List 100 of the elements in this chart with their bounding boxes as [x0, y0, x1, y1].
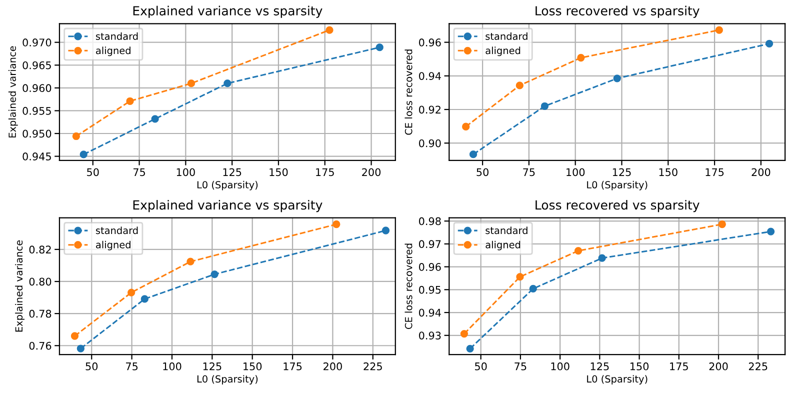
x-tick-label: 225 — [748, 362, 768, 370]
legend-label: aligned — [486, 240, 520, 250]
chart-title: Loss recovered vs sparsity — [536, 6, 700, 18]
x-tick-label: 75 — [134, 168, 145, 176]
legend-label: aligned — [486, 46, 520, 56]
y-tick-label: 0.76 — [29, 342, 52, 350]
x-tick-label: 150 — [270, 168, 288, 176]
x-tick-label: 150 — [630, 362, 649, 370]
y-tick-label: 0.94 — [419, 72, 441, 80]
point — [376, 44, 384, 52]
point — [529, 284, 537, 293]
legend-label: standard — [486, 226, 528, 234]
point — [224, 80, 232, 88]
point — [462, 122, 470, 130]
point — [574, 246, 582, 255]
point — [382, 226, 390, 234]
y-tick-label: 0.96 — [419, 263, 441, 271]
point — [598, 254, 606, 262]
x-axis-title: L0 (Sparsity) — [197, 180, 258, 190]
x-axis-title: L0 (Sparsity) — [587, 375, 648, 385]
y-tick-label: 0.970 — [22, 38, 52, 46]
legend-label: aligned — [96, 46, 130, 56]
x-tick-label: 75 — [514, 362, 526, 370]
point — [332, 220, 340, 228]
y-tick-label: 0.97 — [419, 240, 441, 248]
point — [186, 258, 194, 266]
x-tick-label: 150 — [244, 362, 262, 370]
point — [70, 332, 79, 340]
y-tick-label: 0.78 — [29, 310, 52, 318]
x-tick-label: 100 — [176, 168, 195, 176]
x-axis-title: L0 (Sparsity) — [587, 180, 648, 190]
y-tick-label: 0.94 — [419, 308, 441, 317]
point — [766, 228, 775, 236]
y-axis-title: CE loss recovered — [404, 50, 412, 135]
point — [540, 102, 549, 110]
x-tick-label: 50 — [87, 168, 99, 176]
y-tick-label: 0.82 — [29, 246, 51, 254]
x-tick-label: 100 — [551, 362, 570, 370]
x-tick-label: 50 — [86, 362, 98, 370]
y-axis-title: Explained variance — [15, 240, 24, 332]
point — [210, 270, 218, 278]
x-tick-label: 100 — [163, 362, 182, 370]
y-axis-title: Explained variance — [8, 46, 18, 138]
x-tick-label: 175 — [706, 168, 724, 176]
y-tick-label: 0.965 — [22, 61, 51, 70]
point — [80, 150, 88, 158]
x-tick-label: 200 — [752, 168, 770, 176]
chart-title: Explained variance vs sparsity — [133, 200, 322, 212]
legend-label: standard — [486, 32, 528, 40]
point — [516, 82, 524, 90]
x-tick-label: 200 — [709, 362, 728, 370]
y-tick-label: 0.92 — [419, 106, 440, 114]
y-axis-title: CE loss recovered — [404, 244, 412, 329]
point — [715, 26, 724, 34]
x-tick-label: 50 — [476, 168, 488, 176]
y-tick-label: 0.960 — [22, 84, 52, 92]
point — [126, 97, 134, 105]
x-tick-label: 200 — [362, 168, 381, 176]
x-tick-label: 225 — [364, 362, 382, 370]
legend-label: standard — [96, 32, 138, 40]
x-tick-label: 100 — [566, 168, 585, 176]
x-tick-label: 75 — [523, 168, 535, 176]
y-tick-label: 0.90 — [419, 139, 441, 148]
point — [326, 26, 334, 34]
point — [765, 40, 774, 48]
point — [187, 80, 196, 88]
x-tick-label: 50 — [475, 362, 487, 370]
y-tick-label: 0.80 — [29, 278, 52, 286]
y-tick-label: 0.950 — [22, 130, 52, 138]
chart-title: Loss recovered vs sparsity — [536, 200, 700, 212]
y-tick-label: 0.98 — [419, 217, 441, 226]
x-tick-label: 200 — [324, 362, 342, 370]
point — [466, 344, 474, 352]
x-tick-label: 125 — [590, 362, 609, 370]
y-tick-label: 0.93 — [419, 332, 441, 340]
y-tick-label: 0.96 — [419, 38, 441, 46]
x-tick-label: 150 — [659, 168, 678, 176]
legend-label: aligned — [96, 240, 130, 250]
x-tick-label: 125 — [612, 168, 631, 176]
x-tick-label: 125 — [203, 362, 222, 370]
point — [718, 220, 726, 228]
x-tick-label: 175 — [284, 362, 302, 370]
chart-title: Explained variance vs sparsity — [133, 6, 322, 18]
point — [460, 330, 468, 338]
x-tick-label: 175 — [316, 168, 334, 176]
point — [151, 115, 159, 123]
y-tick-label: 0.955 — [22, 106, 51, 115]
x-tick-label: 175 — [670, 362, 688, 370]
x-tick-label: 125 — [223, 168, 242, 176]
point — [613, 74, 621, 82]
x-tick-label: 75 — [126, 362, 138, 370]
point — [72, 132, 80, 140]
y-tick-label: 0.945 — [22, 152, 51, 160]
y-tick-label: 0.95 — [419, 286, 441, 294]
x-axis-title: L0 (Sparsity) — [197, 375, 258, 385]
point — [140, 295, 148, 303]
point — [516, 273, 524, 281]
legend-label: standard — [96, 226, 138, 234]
point — [577, 54, 585, 62]
point — [469, 150, 478, 158]
